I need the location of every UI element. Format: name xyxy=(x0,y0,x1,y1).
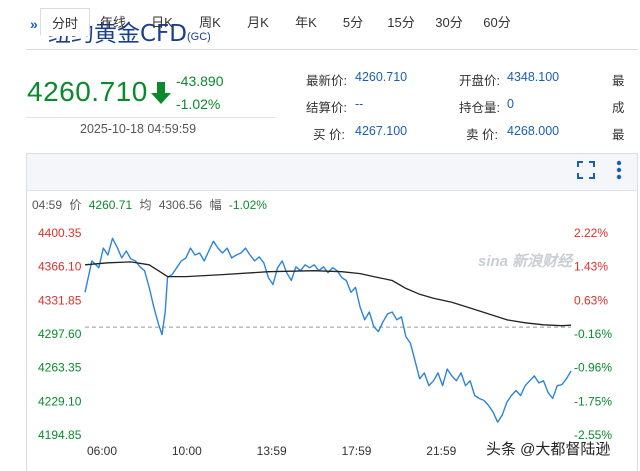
tab-15min[interactable]: 15分 xyxy=(387,14,415,30)
stat-label-low-partial: 最 xyxy=(612,128,625,142)
quote-datetime: 2025-10-18 04:59:59 xyxy=(80,122,197,136)
x-tick-label: 17:59 xyxy=(341,444,371,458)
y-tick-price: 4331.85 xyxy=(38,293,82,307)
change-absolute: -43.890 xyxy=(176,73,224,89)
instrument-code: (GC) xyxy=(187,31,211,43)
stat-label-volume-partial: 成 xyxy=(612,101,625,115)
y-tick-price: 4297.60 xyxy=(38,327,82,341)
quote-divider xyxy=(26,117,276,118)
tab-monthly-k[interactable]: 月K xyxy=(247,14,269,30)
x-tick-label: 10:00 xyxy=(172,444,202,458)
stat-value-open: 4348.100 xyxy=(507,70,560,84)
more-menu-icon[interactable] xyxy=(609,160,629,180)
stat-value-ask: 4268.000 xyxy=(507,124,560,138)
tab-30min[interactable]: 30分 xyxy=(435,14,463,30)
info-amp-value: -1.02% xyxy=(228,198,267,212)
stat-value-settle: -- xyxy=(355,97,364,111)
average-line xyxy=(84,261,572,327)
tab-weekly-k[interactable]: 周K xyxy=(199,14,221,30)
x-tick-label: 06:00 xyxy=(87,444,117,458)
stat-label-bid: 买 价: xyxy=(313,128,345,142)
y-tick-percent: 1.43% xyxy=(574,260,608,274)
stat-label-high-partial: 最 xyxy=(612,74,625,88)
stat-label-open: 开盘价: xyxy=(459,74,500,88)
fullscreen-icon[interactable] xyxy=(576,160,596,180)
x-tick-label: 21:59 xyxy=(426,444,456,458)
stat-value-bid: 4267.100 xyxy=(355,124,408,138)
change-percent: -1.02% xyxy=(176,96,221,112)
y-tick-price: 4229.10 xyxy=(38,394,82,408)
chart-info-bar: 04:59 价 4260.71 均 4306.56 幅 -1.02% xyxy=(32,196,271,213)
current-price: 4260.710 xyxy=(27,76,148,107)
y-tick-percent: -1.75% xyxy=(574,394,612,408)
stat-label-ask: 卖 价: xyxy=(466,128,498,142)
title-divider xyxy=(26,49,638,50)
x-tick-label: 13:59 xyxy=(257,444,287,458)
info-avg-label: 均 xyxy=(139,198,152,212)
y-tick-price: 4366.10 xyxy=(38,260,82,274)
y-tick-percent: -0.16% xyxy=(574,327,612,341)
stat-label-latest: 最新价: xyxy=(306,74,347,88)
info-time: 04:59 xyxy=(32,198,63,212)
title-arrows-icon: » xyxy=(30,16,38,32)
info-amp-label: 幅 xyxy=(209,198,222,212)
stat-value-latest: 4260.710 xyxy=(355,70,408,84)
y-tick-percent: 0.63% xyxy=(574,293,608,307)
chart-panel xyxy=(26,153,638,471)
period-tabbar xyxy=(27,154,637,191)
stat-label-open-interest: 持仓量: xyxy=(459,101,500,115)
info-avg-value: 4306.56 xyxy=(158,198,203,212)
info-price-value: 4260.71 xyxy=(88,198,133,212)
y-tick-percent: 2.22% xyxy=(574,226,608,240)
y-tick-price: 4263.35 xyxy=(38,361,82,375)
info-price-label: 价 xyxy=(69,198,82,212)
price-line xyxy=(84,237,572,423)
tab-year-line[interactable]: 年线 xyxy=(99,14,126,30)
sina-watermark: sina 新浪财经 xyxy=(478,253,573,270)
tab-yearly-k[interactable]: 年K xyxy=(295,14,317,30)
y-tick-price: 4400.35 xyxy=(38,226,82,240)
down-arrow-icon xyxy=(151,82,171,104)
y-tick-percent: -0.96% xyxy=(574,361,612,375)
author-credit: 头条 @大都督陆逊 xyxy=(486,441,611,458)
tab-5min[interactable]: 5分 xyxy=(342,14,364,30)
tab-60min[interactable]: 60分 xyxy=(483,14,511,30)
stat-value-open-interest: 0 xyxy=(507,97,514,111)
y-tick-price: 4194.85 xyxy=(38,428,82,442)
tab-intraday[interactable]: 分时 xyxy=(40,8,90,36)
tab-daily-k[interactable]: 日K xyxy=(151,14,173,30)
y-tick-percent: -2.55% xyxy=(574,428,612,442)
stat-label-settle: 结算价: xyxy=(306,101,347,115)
